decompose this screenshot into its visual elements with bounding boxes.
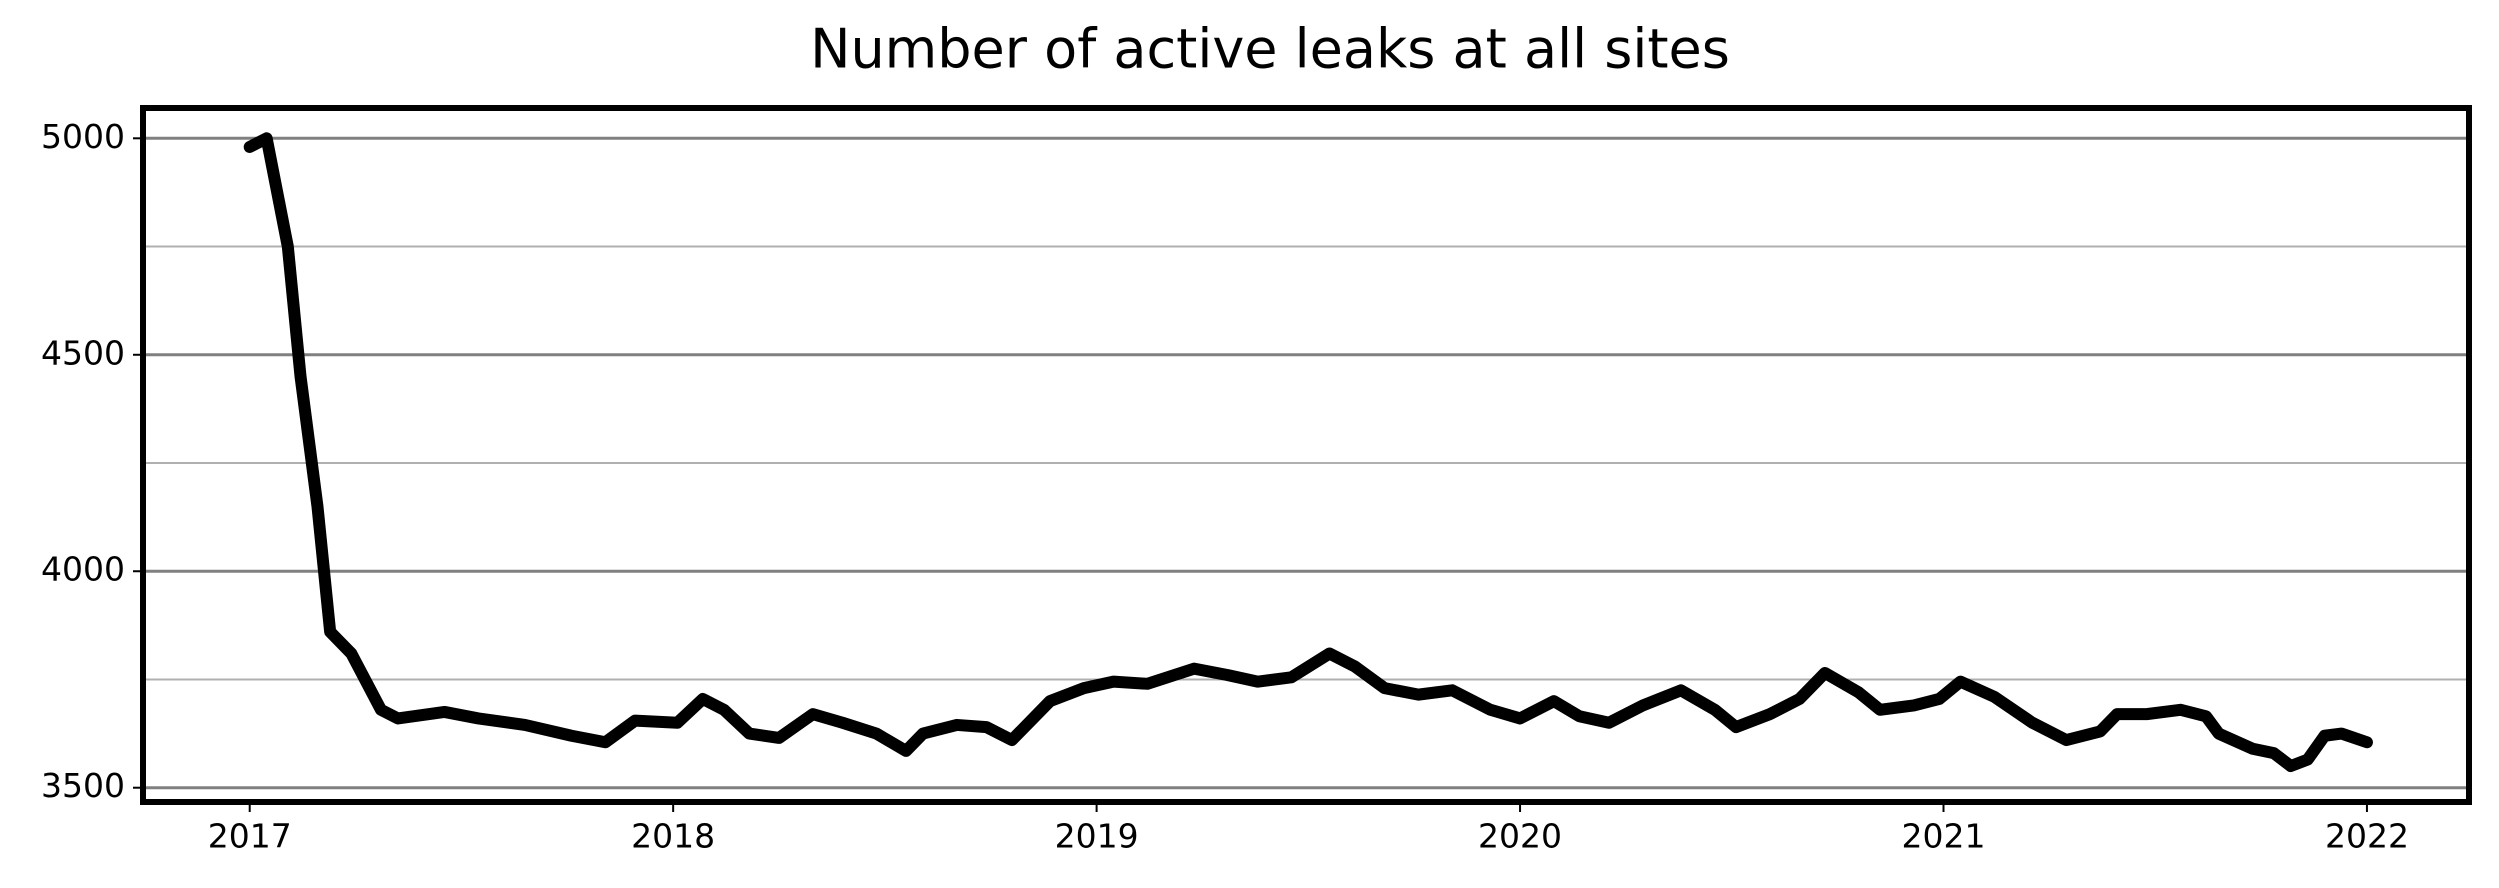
x-tick-label: 2020	[1478, 817, 1562, 856]
x-tick-label: 2022	[2325, 817, 2409, 856]
x-tick-label: 2017	[208, 817, 292, 856]
y-tick-label: 3500	[41, 766, 125, 805]
y-tick-label: 4000	[41, 550, 125, 589]
y-tick-label: 4500	[41, 333, 125, 372]
x-tick-label: 2021	[1902, 817, 1986, 856]
y-tick-label: 5000	[41, 117, 125, 156]
chart-title: Number of active leaks at all sites	[810, 18, 1730, 81]
x-tick-label: 2018	[631, 817, 715, 856]
plot-frame	[140, 105, 2472, 805]
x-tick-label: 2019	[1055, 817, 1139, 856]
data-line	[243, 132, 2373, 773]
